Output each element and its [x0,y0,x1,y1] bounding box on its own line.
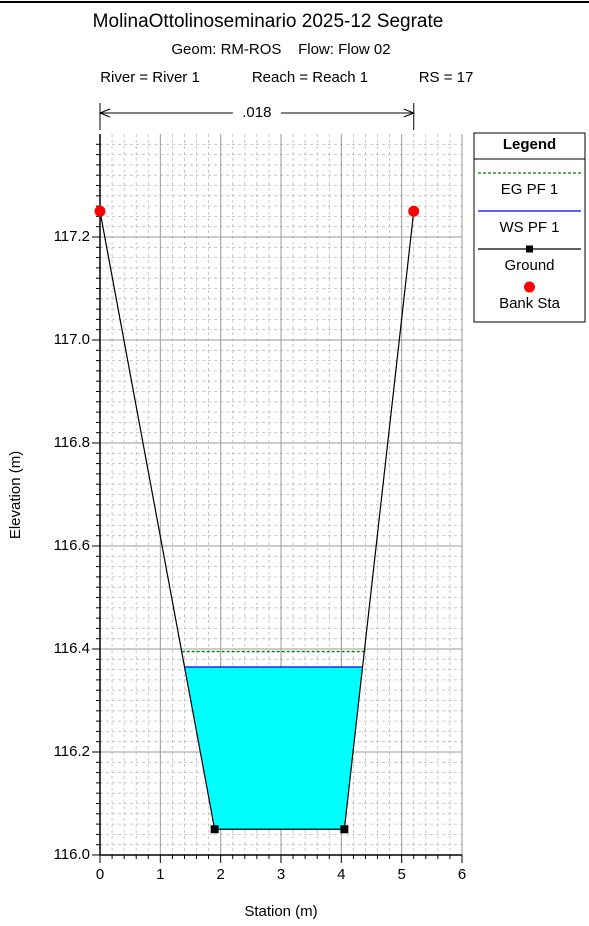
ground-point [210,825,219,834]
ground-line [99,211,415,830]
water-fill [184,667,363,830]
legend-swatch-point [526,245,533,253]
x-tick-label: 4 [337,866,345,883]
arrow-head [403,108,416,118]
location-rs: RS = 17 [419,69,474,86]
x-tick-label: 6 [458,866,466,883]
y-tick-label: 117.0 [54,331,90,348]
x-tick-label: 1 [156,866,164,883]
x-tick-label: 5 [397,866,405,883]
y-tick-label: 116.0 [54,846,90,863]
y-tick-label: 117.2 [54,228,90,245]
x-tick-label: 2 [216,866,224,883]
x-tick-label: 0 [96,866,104,883]
legend-swatch [524,281,535,293]
arrow-head [98,108,111,118]
y-tick-label: 116.6 [54,537,90,554]
y-tick-label: 116.8 [54,434,90,451]
x-tick-label: 3 [277,866,285,883]
annotation-bg [232,104,281,122]
legend-label: Bank Sta [499,295,561,312]
y-tick-label: 116.2 [54,743,90,760]
bank-station [94,205,106,217]
annotation: .018 [242,104,271,121]
chart-title: MolinaOttolinoseminario 2025-12 Segrate [93,11,444,32]
y-tick-label: 116.4 [54,640,90,657]
location-river: River = River 1 [100,69,200,86]
bank-station [408,205,420,217]
y-axis-label: Elevation (m) [7,451,24,539]
location-reach: Reach = Reach 1 [252,69,368,86]
ground-point [340,825,349,834]
legend-title: Legend [503,136,556,153]
legend-label: EG PF 1 [501,181,559,198]
legend-label: WS PF 1 [499,219,559,236]
x-axis-label: Station (m) [244,903,317,920]
legend-label: Ground [504,257,554,274]
chart-subtitle: Geom: RM-ROS Flow: Flow 02 [171,41,390,58]
